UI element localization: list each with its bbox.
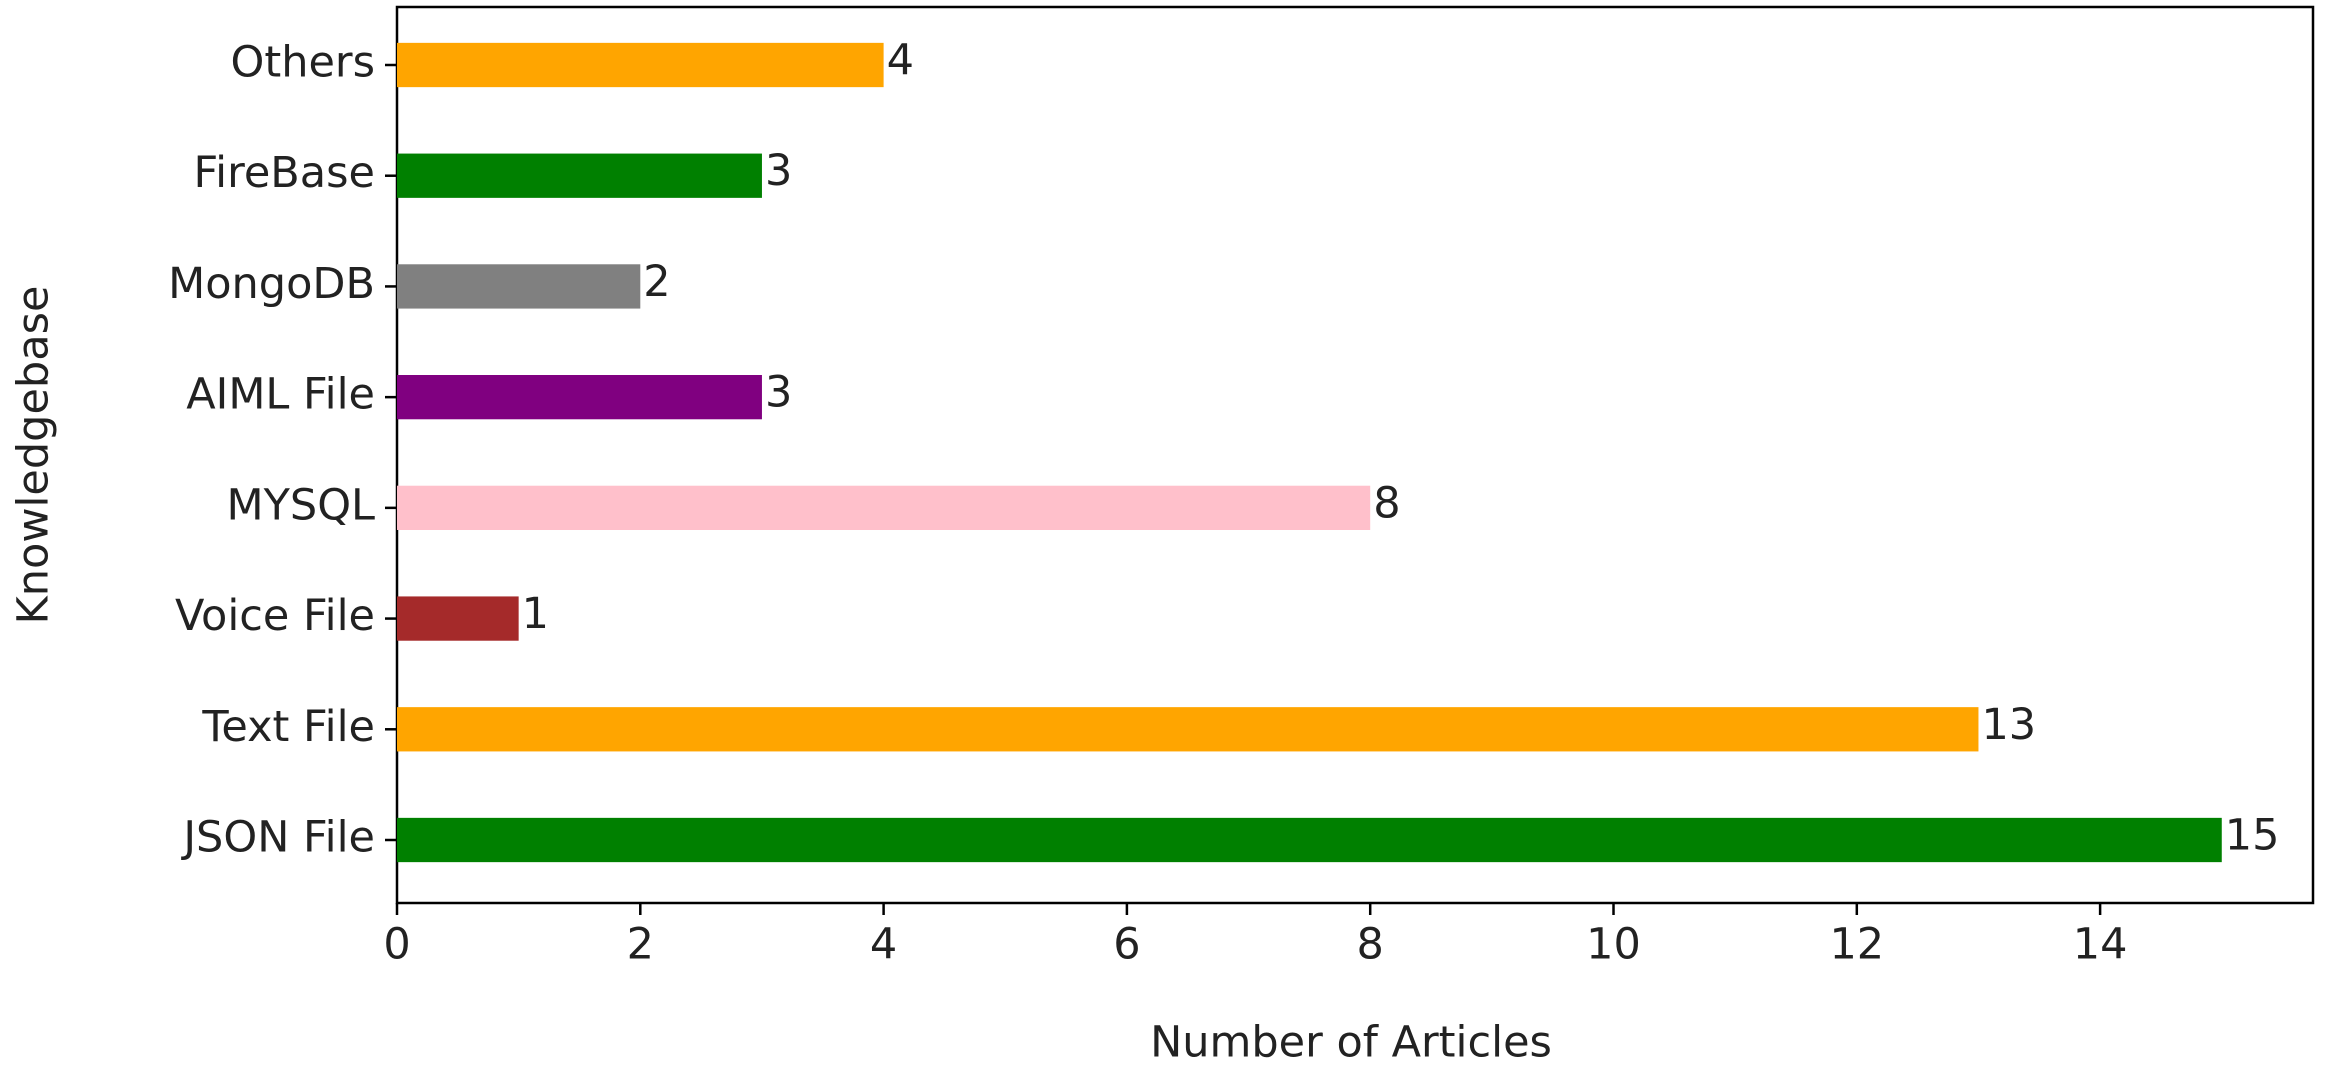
x-tick-label: 2 [627, 920, 654, 970]
x-tick-label: 0 [383, 920, 410, 970]
y-tick-label: Others [231, 38, 376, 88]
value-label: 3 [765, 368, 792, 418]
bar [397, 264, 641, 309]
value-label: 15 [2225, 811, 2280, 861]
value-label: 8 [1373, 478, 1400, 528]
x-tick-label: 10 [1586, 920, 1641, 970]
bar [397, 153, 762, 198]
value-label: 1 [522, 589, 549, 639]
x-tick-label: 12 [1829, 920, 1884, 970]
y-tick-label: JSON File [180, 813, 375, 863]
x-tick-label: 14 [2073, 920, 2128, 970]
value-label: 4 [887, 36, 914, 86]
y-tick-label: AIML File [186, 370, 375, 420]
value-label: 13 [1981, 700, 2036, 750]
y-tick-label: MongoDB [168, 259, 375, 309]
value-label: 3 [765, 146, 792, 196]
y-tick-label: FireBase [194, 148, 375, 198]
y-tick-label: Voice File [175, 591, 375, 641]
x-tick-label: 8 [1357, 920, 1384, 970]
bar [397, 42, 884, 88]
bar [397, 485, 1371, 530]
x-tick-label: 4 [870, 920, 897, 970]
bar [397, 707, 1979, 752]
value-label: 2 [643, 257, 670, 307]
bar [397, 375, 762, 420]
plot-frame [395, 5, 2315, 905]
bar [397, 817, 2222, 863]
x-axis-label: Number of Articles [1150, 1018, 1552, 1068]
y-tick-label: Text File [201, 702, 375, 752]
y-tick-label: MYSQL [227, 480, 376, 530]
y-axis-label: Knowledgebase [9, 286, 59, 625]
bar [397, 596, 519, 641]
x-tick-label: 6 [1113, 920, 1140, 970]
